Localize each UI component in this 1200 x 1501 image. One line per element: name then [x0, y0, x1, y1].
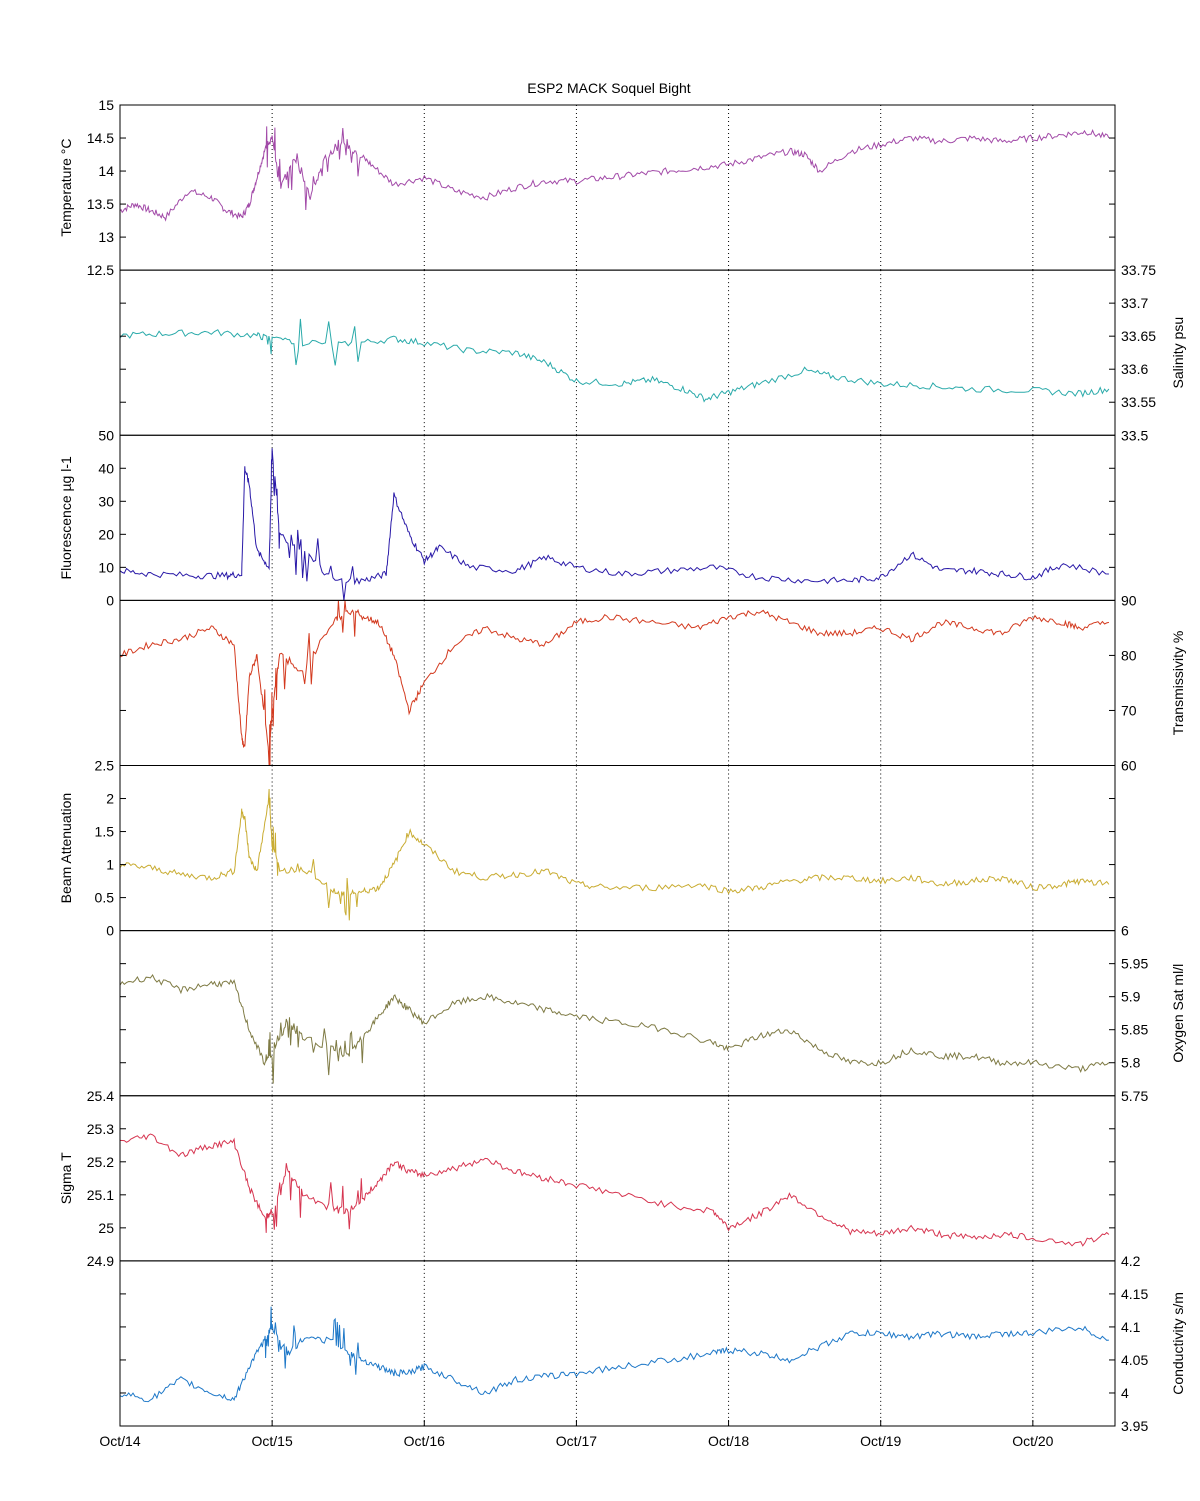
- y-tick-label: 33.55: [1121, 394, 1156, 410]
- panel-conductivity: 3.95 4 4.05 4.1 4.15 4.2 Conductivity s/m: [119, 1253, 1186, 1434]
- y-tick-label: 4.15: [1121, 1286, 1148, 1302]
- x-tick-label: Oct/19: [860, 1433, 901, 1449]
- y-tick-label: 2: [106, 791, 114, 807]
- chart-title: ESP2 MACK Soquel Bight: [527, 80, 691, 96]
- y-axis-label: Salinity psu: [1170, 317, 1186, 389]
- y-axis-label: Fluorescence µg l-1: [58, 456, 74, 579]
- panel-frame: [119, 269, 1116, 436]
- y-tick-label: 33.7: [1121, 295, 1148, 311]
- y-tick-label: 14: [98, 163, 114, 179]
- panel-transmissivity: 60 70 80 90 Transmissivity %: [119, 592, 1186, 774]
- y-tick-label: 2.5: [95, 758, 115, 774]
- y-tick-label: 5.9: [1121, 989, 1141, 1005]
- y-tick-label: 12.5: [87, 262, 114, 278]
- y-tick-label: 4: [1121, 1385, 1129, 1401]
- y-tick-label: 4.1: [1121, 1319, 1141, 1335]
- x-tick-label: Oct/15: [252, 1433, 293, 1449]
- series-line-salinity: [119, 318, 1110, 403]
- x-tick-label: Oct/16: [404, 1433, 445, 1449]
- panel-frame: [119, 1095, 1116, 1262]
- series-line-beam_attenuation: [119, 788, 1110, 921]
- x-tick-label: Oct/20: [1012, 1433, 1053, 1449]
- panel-frame: [119, 434, 1116, 601]
- y-tick-label: 5.8: [1121, 1055, 1141, 1071]
- y-tick-label: 4.05: [1121, 1352, 1148, 1368]
- panel-beam_attenuation: 0 0.5 1 1.5 2 2.5 Beam Attenuation: [58, 758, 1116, 939]
- y-tick-label: 1: [106, 857, 114, 873]
- y-tick-label: 60: [1121, 758, 1137, 774]
- y-tick-label: 70: [1121, 702, 1137, 718]
- y-tick-label: 14.5: [87, 130, 114, 146]
- panel-frame: [119, 104, 1116, 271]
- series-line-transmissivity: [119, 600, 1110, 766]
- y-tick-label: 5.75: [1121, 1088, 1148, 1104]
- y-tick-label: 10: [98, 559, 114, 575]
- y-tick-label: 33.75: [1121, 262, 1156, 278]
- y-tick-label: 25.3: [87, 1121, 114, 1137]
- series-line-sigma_t: [119, 1133, 1110, 1247]
- y-tick-label: 25.2: [87, 1154, 114, 1170]
- y-tick-label: 3.95: [1121, 1418, 1148, 1434]
- y-axis-label: Beam Attenuation: [58, 793, 74, 904]
- panel-fluorescence: 0 10 20 30 40 50 Fluorescence µg l-1: [58, 427, 1116, 608]
- y-tick-label: 0: [106, 923, 114, 939]
- y-axis-label: Oxygen Sat ml/l: [1170, 964, 1186, 1063]
- y-tick-label: 0.5: [95, 890, 115, 906]
- panel-frame: [119, 930, 1116, 1097]
- panel-oxygen_sat: 5.75 5.8 5.85 5.9 5.95 6 Oxygen Sat ml/l: [119, 923, 1186, 1104]
- y-tick-label: 25: [98, 1220, 114, 1236]
- y-tick-label: 25.1: [87, 1187, 114, 1203]
- y-tick-label: 20: [98, 526, 114, 542]
- y-tick-label: 30: [98, 493, 114, 509]
- x-tick-label: Oct/18: [708, 1433, 749, 1449]
- series-line-fluorescence: [119, 448, 1109, 601]
- panel-sigma_t: 24.9 25 25.1 25.2 25.3 25.4 Sigma T: [58, 1088, 1116, 1269]
- x-tick-label: Oct/14: [99, 1433, 140, 1449]
- x-tick-label: Oct/17: [556, 1433, 597, 1449]
- y-axis-label: Sigma T: [58, 1152, 74, 1204]
- panel-temperature: 12.5 13 13.5 14 14.5 15 Temperature °C: [58, 97, 1116, 278]
- y-tick-label: 80: [1121, 647, 1137, 663]
- y-tick-label: 90: [1121, 592, 1137, 608]
- y-tick-label: 40: [98, 460, 114, 476]
- y-tick-label: 33.6: [1121, 361, 1148, 377]
- series-line-oxygen_sat: [119, 974, 1110, 1084]
- y-tick-label: 25.4: [87, 1088, 114, 1104]
- panel-frame: [119, 1260, 1116, 1427]
- y-tick-label: 1.5: [95, 824, 115, 840]
- y-tick-label: 50: [98, 427, 114, 443]
- series-line-temperature: [119, 126, 1110, 222]
- y-tick-label: 24.9: [87, 1253, 114, 1269]
- y-axis-label: Conductivity s/m: [1170, 1292, 1186, 1395]
- panel-salinity: 33.5 33.55 33.6 33.65 33.7 33.75 Salinity psu: [119, 262, 1186, 443]
- y-tick-label: 5.95: [1121, 956, 1148, 972]
- series-line-conductivity: [119, 1306, 1109, 1403]
- y-axis-label: Temperature °C: [58, 138, 74, 236]
- y-tick-label: 13.5: [87, 196, 114, 212]
- y-tick-label: 15: [98, 97, 114, 113]
- y-tick-label: 33.5: [1121, 427, 1148, 443]
- y-tick-label: 33.65: [1121, 328, 1156, 344]
- y-tick-label: 4.2: [1121, 1253, 1141, 1269]
- y-tick-label: 13: [98, 229, 114, 245]
- y-tick-label: 5.85: [1121, 1022, 1148, 1038]
- y-tick-label: 0: [106, 592, 114, 608]
- y-tick-label: 6: [1121, 923, 1129, 939]
- y-axis-label: Transmissivity %: [1170, 631, 1186, 736]
